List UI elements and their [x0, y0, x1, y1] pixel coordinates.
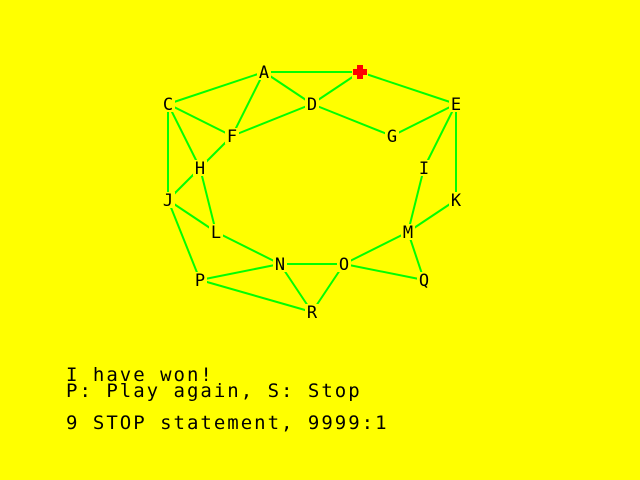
edge-P-R — [199, 279, 313, 313]
edge-O-M — [343, 231, 409, 265]
node-M: M — [403, 223, 413, 243]
node-J: J — [163, 191, 173, 211]
node-H: H — [195, 159, 205, 179]
edge-B-E — [359, 71, 457, 105]
play-again-prompt: P: Play again, S: Stop — [66, 380, 362, 402]
node-D: D — [307, 95, 317, 115]
edge-A-D — [263, 71, 313, 105]
edge-C-H — [167, 103, 201, 169]
node-E: E — [451, 95, 461, 115]
edge-E-I — [423, 103, 457, 169]
node-N-backdrop — [273, 256, 287, 272]
node-L: L — [211, 223, 221, 243]
node-H-backdrop — [193, 160, 207, 176]
stop-statement: 9 STOP statement, 9999:1 — [66, 412, 389, 434]
node-M-backdrop — [401, 224, 415, 240]
node-P: P — [195, 271, 205, 291]
edge-J-L — [167, 199, 217, 233]
node-O: O — [339, 255, 349, 275]
edge-A-C — [167, 71, 265, 105]
edge-H-L — [199, 167, 217, 233]
node-K: K — [451, 191, 462, 211]
node-F-backdrop — [225, 128, 239, 144]
node-F: F — [227, 127, 237, 147]
node-G-backdrop — [385, 128, 399, 144]
node-Q: Q — [419, 271, 429, 291]
node-A-backdrop — [257, 64, 271, 80]
edge-O-Q — [343, 263, 425, 281]
node-D-backdrop — [305, 96, 319, 112]
node-G: G — [387, 127, 397, 147]
node-I: I — [419, 159, 429, 179]
result-message: I have won! — [66, 364, 214, 386]
node-R-backdrop — [305, 304, 319, 320]
edge-A-F — [231, 71, 265, 137]
edge-I-M — [407, 167, 425, 233]
edge-K-M — [407, 199, 457, 233]
node-C-backdrop — [161, 96, 175, 112]
node-C: C — [163, 95, 173, 115]
node-layer: A C D E F G H I J K L M N O P Q R — [161, 63, 463, 323]
node-P-backdrop — [193, 272, 207, 288]
node-E-backdrop — [449, 96, 463, 112]
node-K-backdrop — [449, 192, 463, 208]
node-N: N — [275, 255, 285, 275]
edge-F-D — [231, 103, 313, 137]
node-O-backdrop — [337, 256, 351, 272]
node-A: A — [259, 63, 269, 83]
edge-J-P — [167, 199, 201, 281]
edge-G-E — [391, 103, 457, 137]
red-cross-marker-icon — [352, 64, 368, 80]
edge-P-N — [199, 263, 281, 281]
node-I-backdrop — [417, 160, 431, 176]
edge-C-F — [167, 103, 233, 137]
edge-D-G — [311, 103, 393, 137]
node-J-backdrop — [161, 192, 175, 208]
node-R: R — [307, 303, 318, 323]
edge-L-N — [215, 231, 281, 265]
node-L-backdrop — [209, 224, 223, 240]
node-Q-backdrop — [417, 272, 431, 288]
